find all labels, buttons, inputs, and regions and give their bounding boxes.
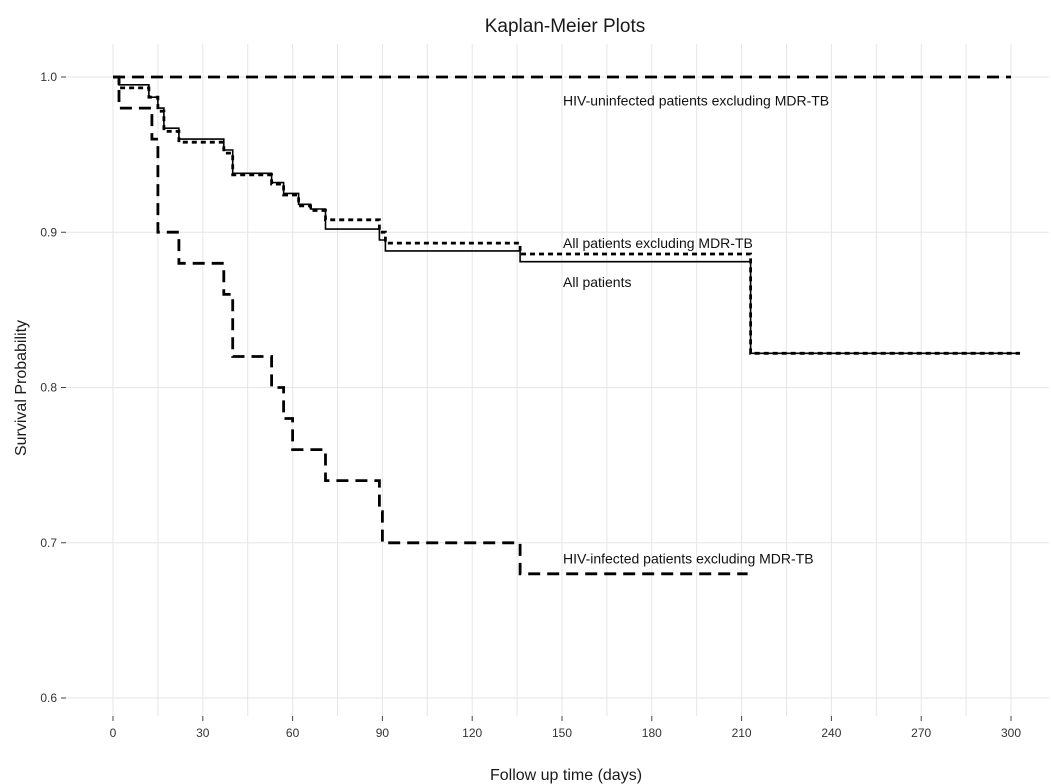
x-tick-label: 180 xyxy=(642,726,662,740)
y-axis-ticks: 0.6 0.7 0.8 0.9 1.0 xyxy=(40,70,66,705)
x-tick-label: 150 xyxy=(552,726,572,740)
survival-curves xyxy=(113,75,1020,576)
x-tick-label: 270 xyxy=(911,726,931,740)
curve-annotation: All patients xyxy=(563,274,631,290)
y-tick-label: 0.9 xyxy=(40,225,57,239)
curve-2 xyxy=(113,76,1020,355)
x-tick-label: 210 xyxy=(732,726,752,740)
x-tick-label: 240 xyxy=(821,726,841,740)
y-axis-label: Survival Probability xyxy=(13,320,30,456)
curve-3 xyxy=(113,75,1020,355)
y-tick-label: 1.0 xyxy=(40,70,57,84)
curve-annotation: HIV-infected patients excluding MDR-TB xyxy=(563,550,814,566)
x-tick-label: 30 xyxy=(196,726,210,740)
curve-annotation: HIV-uninfected patients excluding MDR-TB xyxy=(563,92,829,108)
chart-title: Kaplan-Meier Plots xyxy=(485,16,646,37)
x-tick-label: 90 xyxy=(376,726,390,740)
x-tick-label: 60 xyxy=(286,726,300,740)
y-tick-label: 0.8 xyxy=(40,381,57,395)
y-tick-label: 0.7 xyxy=(40,536,57,550)
x-tick-label: 120 xyxy=(462,726,482,740)
curve-annotations: HIV-uninfected patients excluding MDR-TB… xyxy=(563,92,829,566)
x-axis-ticks: 0 30 60 90 120 150 180 210 240 270 300 xyxy=(110,716,1021,740)
y-tick-label: 0.6 xyxy=(40,691,57,705)
curve-4 xyxy=(113,75,748,576)
x-axis-label: Follow up time (days) xyxy=(490,767,642,784)
x-tick-label: 300 xyxy=(1001,726,1021,740)
x-tick-label: 0 xyxy=(110,726,117,740)
curve-annotation: All patients excluding MDR-TB xyxy=(563,235,753,251)
grid xyxy=(66,44,1049,716)
